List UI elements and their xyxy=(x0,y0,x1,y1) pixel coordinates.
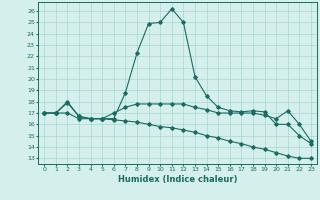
X-axis label: Humidex (Indice chaleur): Humidex (Indice chaleur) xyxy=(118,175,237,184)
